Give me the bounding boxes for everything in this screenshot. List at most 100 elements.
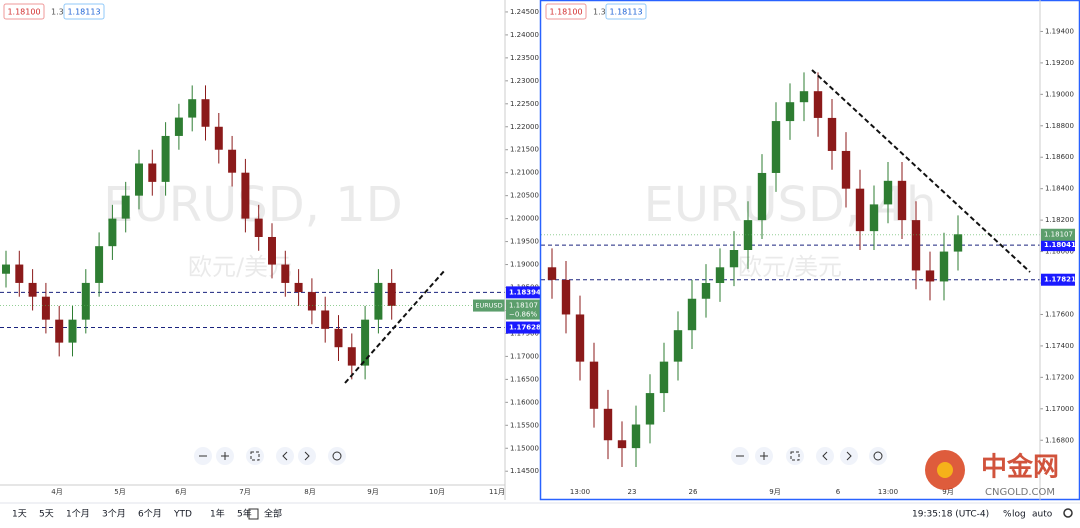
candle-body <box>294 282 303 293</box>
range-button[interactable]: 1天 <box>12 510 27 520</box>
candle-body <box>387 282 396 306</box>
y-tick-label: 1.19000 <box>510 261 539 269</box>
range-button[interactable]: 3个月 <box>102 509 126 520</box>
range-button[interactable]: YTD <box>173 510 192 520</box>
fullscreen-button[interactable] <box>246 447 264 465</box>
candle-body <box>361 319 370 366</box>
scroll-left-button[interactable] <box>816 447 834 465</box>
range-button[interactable]: 1个月 <box>66 509 90 520</box>
candle-body <box>148 163 157 182</box>
y-tick-label: 1.17000 <box>1045 405 1074 413</box>
scroll-left-button[interactable] <box>276 447 294 465</box>
bid-box <box>545 3 587 20</box>
percent-toggle[interactable]: % <box>1003 510 1012 520</box>
auto-toggle[interactable]: auto <box>1032 510 1053 520</box>
candle-body <box>855 188 865 232</box>
nav-controls <box>194 447 887 465</box>
scroll-right-button[interactable] <box>298 447 316 465</box>
level-label-box <box>506 286 540 299</box>
watermark-subtitle: 欧元/美元 <box>738 253 842 281</box>
candle-body <box>771 121 781 173</box>
ask-box <box>63 3 105 20</box>
y-tick-label: 1.17600 <box>1045 310 1074 318</box>
compare-icon <box>248 508 259 520</box>
x-tick-label: 13:00 <box>570 488 590 496</box>
spread: 1.3 <box>51 8 64 17</box>
y-tick-label: 1.18000 <box>1045 248 1074 256</box>
y-tick-label: 1.24500 <box>510 8 539 16</box>
range-button[interactable]: 5年 <box>237 508 252 520</box>
bid-price: 1.18100 <box>7 8 40 17</box>
reset-button[interactable] <box>869 447 887 465</box>
x-tick-label: 9月 <box>769 488 780 496</box>
candle-body <box>135 163 143 196</box>
x-tick-label: 5月 <box>114 488 125 496</box>
candle-body <box>108 218 117 247</box>
x-tick-label: 9月 <box>367 488 378 496</box>
reset-button[interactable] <box>328 447 346 465</box>
fullscreen-button[interactable] <box>786 447 804 465</box>
logo-site: CNGOLD.COM <box>985 487 1055 498</box>
level-label-box <box>506 321 540 334</box>
candle-body <box>939 251 949 282</box>
log-toggle[interactable]: log <box>1012 510 1026 520</box>
candle-body <box>268 236 276 265</box>
symbol-box <box>473 299 505 312</box>
y-tick-label: 1.23000 <box>510 77 539 85</box>
trend-line <box>811 69 1031 273</box>
y-tick-label: 1.20500 <box>510 192 539 200</box>
candle-body <box>757 172 767 221</box>
last-price: 1.18107 <box>509 302 538 310</box>
logo: 中金网 CNGOLD.COM <box>925 450 1059 498</box>
trend-line <box>344 269 446 384</box>
candle-body <box>603 408 613 441</box>
x-tick-label: 6 <box>836 488 841 496</box>
level-label-box <box>1041 273 1075 286</box>
candle-body <box>897 180 907 221</box>
symbol-label: EURUSD <box>475 302 502 310</box>
y-tick-label: 1.17000 <box>510 352 539 360</box>
x-tick-label: 6月 <box>175 488 186 496</box>
y-tick-label: 1.19200 <box>1045 59 1074 67</box>
y-tick-label: 1.19500 <box>510 238 539 246</box>
x-tick-label: 9月 <box>942 488 953 496</box>
scroll-right-button[interactable] <box>840 447 858 465</box>
x-tick-label: 11月 <box>489 488 505 496</box>
level-label: 1.17821 <box>1044 276 1076 284</box>
x-tick-label: 23 <box>628 488 637 496</box>
candle-body <box>228 149 237 173</box>
logo-icon <box>937 462 953 478</box>
candle-body <box>659 361 669 394</box>
y-tick-label: 1.15500 <box>510 421 539 429</box>
x-tick-label: 10月 <box>429 488 445 496</box>
level-label: 1.18041 <box>1044 241 1076 249</box>
y-tick-label: 1.24000 <box>510 31 539 39</box>
spread: 1.3 <box>593 8 606 17</box>
candle-body <box>883 180 893 205</box>
y-tick-label: 1.16800 <box>1045 436 1074 444</box>
y-tick-label: 1.14500 <box>510 467 539 475</box>
candle-body <box>121 195 130 219</box>
candle-body <box>841 150 851 189</box>
candle-body <box>281 264 290 283</box>
y-tick-label: 1.18400 <box>1045 185 1074 193</box>
range-button[interactable]: 6个月 <box>138 509 162 520</box>
y-tick-label: 1.23500 <box>510 54 539 62</box>
candle-body <box>334 328 343 348</box>
range-button[interactable]: 全部 <box>264 508 282 520</box>
level-label: 1.17628 <box>509 324 541 332</box>
y-tick-label: 1.18600 <box>1045 153 1074 161</box>
candle-body <box>28 282 37 297</box>
candle-body <box>645 393 655 425</box>
range-button[interactable]: 5天 <box>39 510 54 520</box>
range-button[interactable]: 1年 <box>210 508 225 520</box>
watermark: EURUSD, 4h <box>644 177 937 233</box>
candle-body <box>347 347 356 366</box>
toolbar: 1天 5天 1个月 3个月 6个月 YTD 1年 5年 全部 19:35:18 (UTC-4)% l… <box>12 508 1073 520</box>
y-tick-label: 1.15000 <box>510 444 539 452</box>
candle-body <box>925 270 935 282</box>
last-price-box <box>1041 228 1075 241</box>
candle-body <box>161 135 170 182</box>
clock: 19:35:18 (UTC-4) <box>912 510 989 520</box>
candle-body <box>701 283 711 299</box>
